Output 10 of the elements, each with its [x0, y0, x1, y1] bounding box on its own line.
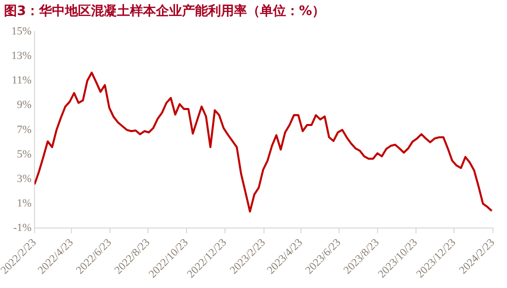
y-tick-label: -1% — [13, 222, 32, 234]
y-tick-label: 11% — [12, 74, 32, 87]
y-tick-label: 7% — [16, 124, 32, 136]
y-tick-label: 13% — [11, 50, 32, 62]
y-tick-label: 1% — [16, 198, 32, 210]
y-tick-label: 3% — [16, 172, 32, 185]
y-tick-label: 9% — [16, 99, 32, 112]
chart-title: 图3：华中地区混凝土样本企业产能利用率（单位：%） — [3, 2, 326, 21]
y-tick-label: 15% — [11, 25, 32, 38]
y-tick-label: 5% — [16, 148, 32, 160]
